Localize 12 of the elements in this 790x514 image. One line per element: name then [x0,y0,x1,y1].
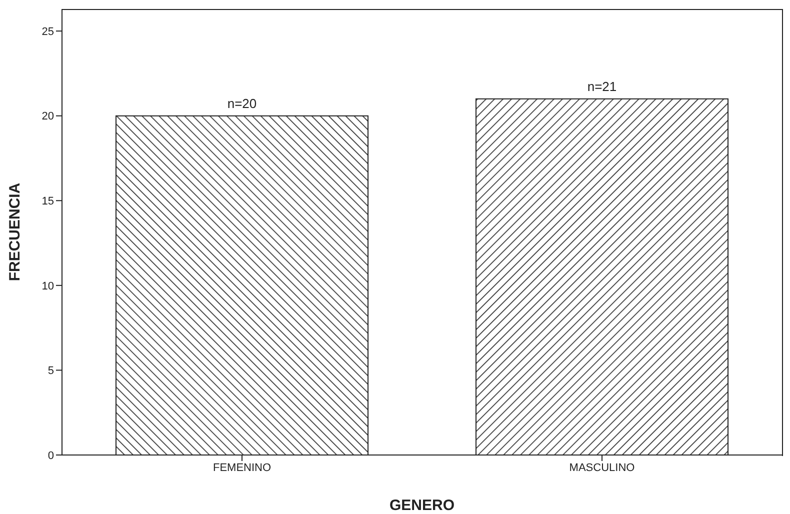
y-tick-label: 5 [48,365,54,378]
y-tick-label: 15 [42,196,54,208]
data-label: n=21 [587,78,617,94]
y-axis-title: FRECUENCIA [6,182,24,282]
y-tick-label: 25 [42,26,54,38]
data-label: n=20 [227,96,257,111]
x-tick-label: MASCULINO [569,462,636,474]
x-tick-label: FEMENINO [212,462,272,474]
y-tick-label: 0 [48,450,54,462]
x-axis-title: GENERO [389,497,455,514]
y-tick-label: 10 [42,280,54,292]
y-tick-label: 20 [42,110,54,123]
